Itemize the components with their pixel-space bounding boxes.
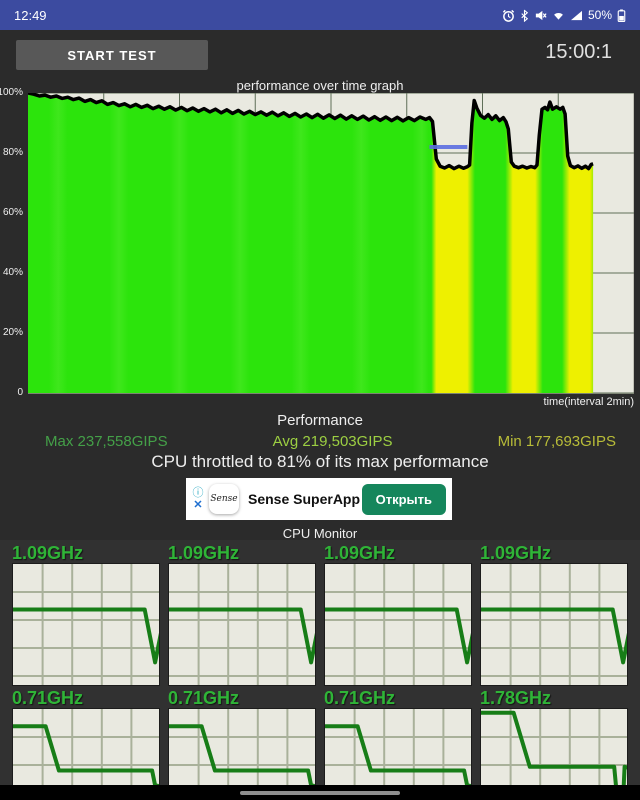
cpu-core-frequency: 1.09GHz <box>480 543 552 563</box>
bluetooth-icon <box>520 9 529 22</box>
status-bar: 12:49 50% <box>0 0 640 30</box>
chart-title: performance over time graph <box>236 78 404 93</box>
y-tick-label: 20% <box>2 327 23 338</box>
status-clock: 12:49 <box>14 7 47 23</box>
performance-stats-row: Max 237,558GIPS Avg 219,503GIPS Min 177,… <box>0 433 640 450</box>
performance-chart-svg <box>28 93 634 394</box>
cpu-monitor-panel: CPU Monitor 1.09GHz 1.09GHz 1.09GHz 1.09GHz… <box>0 526 640 800</box>
cpu-monitor-title: CPU Monitor <box>282 526 358 541</box>
ad-app-name: Sense SuperApp <box>248 491 361 507</box>
cpu-core-graph: 0.71GHz <box>324 688 472 800</box>
navigation-bar <box>0 785 640 800</box>
mute-icon <box>534 9 547 22</box>
throttle-note: CPU throttled to 81% of its max performa… <box>151 452 489 471</box>
toolbar: START TEST 15:00:1 <box>0 40 640 74</box>
ad-close-icon[interactable]: ✕ <box>193 498 203 511</box>
y-tick-label: 80% <box>2 147 23 158</box>
gesture-pill[interactable] <box>240 791 400 795</box>
alarm-icon <box>502 9 515 22</box>
cpu-core-graph: 1.09GHz <box>480 543 628 686</box>
cpu-core-frequency: 1.09GHz <box>12 543 84 563</box>
y-tick-label: 40% <box>2 267 23 278</box>
cpu-core-graph: 0.71GHz <box>168 688 316 800</box>
y-tick-label: 60% <box>2 207 23 218</box>
cpu-core-frequency: 1.09GHz <box>324 543 396 563</box>
cpu-core-frequency: 0.71GHz <box>12 688 84 708</box>
y-axis-labels: 100% 80% 60% 40% 20% 0 <box>0 87 26 398</box>
x-axis-label: time(interval 2min) <box>543 396 634 408</box>
cpu-core-graph: 1.78GHz <box>480 688 628 800</box>
battery-percent: 50% <box>587 8 612 22</box>
performance-chart <box>28 93 634 394</box>
signal-icon <box>570 10 583 21</box>
cpu-core-graph: 0.71GHz <box>12 688 160 800</box>
ad-app-icon: Sense <box>209 484 239 514</box>
battery-icon <box>617 8 626 22</box>
cpu-core-frequency: 1.09GHz <box>168 543 240 563</box>
stat-avg: Avg 219,503GIPS <box>272 433 393 450</box>
ad-banner[interactable]: ⓘ ✕ Sense Sense SuperApp Открыть <box>186 478 452 520</box>
wifi-icon <box>552 10 565 21</box>
cpu-core-frequency: 0.71GHz <box>324 688 396 708</box>
cpu-core-graph: 1.09GHz <box>12 543 160 686</box>
cpu-core-graph: 1.09GHz <box>324 543 472 686</box>
performance-section-title: Performance <box>277 412 363 429</box>
test-timer: 15:00:1 <box>545 41 612 63</box>
ad-open-button[interactable]: Открыть <box>361 483 446 515</box>
start-test-button[interactable]: START TEST <box>16 40 208 70</box>
cpu-core-graph: 1.09GHz <box>168 543 316 686</box>
stat-min: Min 177,693GIPS <box>497 433 616 450</box>
cpu-core-frequency: 1.78GHz <box>480 688 552 708</box>
cpu-core-frequency: 0.71GHz <box>168 688 240 708</box>
ad-info-icon[interactable]: ⓘ <box>192 486 204 499</box>
y-tick-label: 100% <box>0 87 23 98</box>
stat-max: Max 237,558GIPS <box>45 433 168 450</box>
y-tick-label: 0 <box>17 387 23 398</box>
